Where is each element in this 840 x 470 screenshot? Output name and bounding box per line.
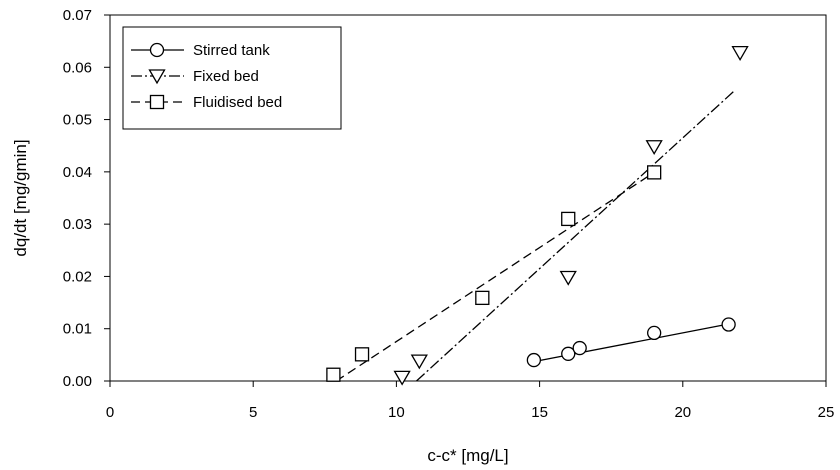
data-markers	[326, 45, 749, 386]
x-axis-title: c-c* [mg/L]	[427, 446, 508, 465]
data-point-square	[475, 290, 490, 306]
x-tick-label: 10	[388, 404, 405, 421]
data-point-triangle-down	[393, 370, 411, 386]
legend-marker-circle	[149, 42, 165, 58]
legend-label: Fixed bed	[193, 68, 259, 85]
y-axis-title: dq/dt [mg/gmin]	[11, 139, 30, 256]
data-point-square	[561, 211, 576, 227]
data-point-circle	[572, 340, 587, 356]
data-point-triangle-down	[731, 45, 749, 61]
legend-label: Stirred tank	[193, 42, 270, 59]
x-tick-label: 5	[249, 404, 257, 421]
legend-marker-triangle-down	[148, 69, 166, 85]
x-tick-label: 0	[106, 404, 114, 421]
data-point-circle	[721, 317, 736, 332]
data-point-circle	[561, 346, 576, 361]
x-tick-label: 25	[818, 404, 835, 421]
data-point-square	[354, 347, 370, 362]
y-tick-label: 0.04	[63, 164, 92, 181]
y-tick-label: 0.07	[63, 7, 92, 24]
y-tick-label: 0.00	[63, 373, 92, 390]
data-point-square	[326, 367, 341, 382]
x-tick-label: 20	[674, 404, 691, 421]
data-point-circle	[526, 352, 542, 368]
data-point-square	[647, 165, 662, 180]
y-tick-label: 0.05	[63, 112, 92, 129]
x-axis: 0 5 10 15 20 25	[106, 381, 835, 421]
y-tick-label: 0.02	[63, 268, 92, 285]
fit-line-triangle-down	[416, 90, 735, 382]
data-point-triangle-down	[410, 354, 428, 370]
fit-line-square	[335, 171, 655, 382]
legend-label: Fluidised bed	[193, 94, 282, 111]
data-point-triangle-down	[645, 140, 663, 156]
data-point-triangle-down	[559, 270, 577, 286]
x-tick-label: 15	[531, 404, 548, 421]
y-tick-label: 0.03	[63, 216, 92, 233]
legend-marker-square	[149, 94, 165, 110]
y-axis: 0.00 0.01 0.02 0.03 0.04 0.05 0.06 0.07	[63, 7, 110, 390]
y-tick-label: 0.01	[63, 321, 92, 338]
y-tick-label: 0.06	[63, 59, 92, 76]
data-point-circle	[647, 325, 662, 341]
legend: Stirred tank Fixed bed Fluidised bed	[122, 26, 342, 130]
